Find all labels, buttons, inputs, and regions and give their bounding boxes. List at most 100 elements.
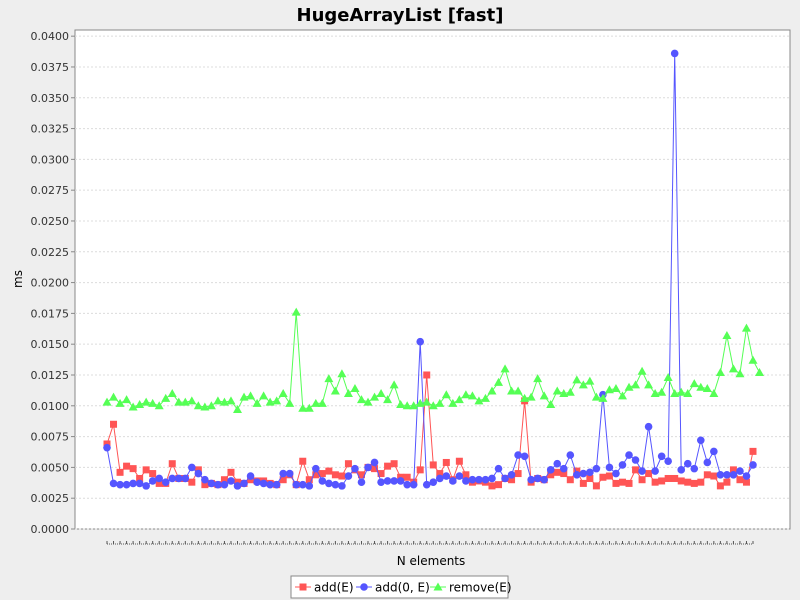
data-point: [317, 398, 327, 407]
data-point: [233, 404, 243, 413]
data-point: [188, 463, 196, 472]
data-point: [343, 388, 353, 397]
data-point: [298, 403, 308, 412]
data-point: [645, 470, 653, 478]
series-2: [102, 307, 765, 413]
y-tick-label: 0.0025: [31, 492, 70, 505]
data-point: [396, 477, 405, 485]
data-point: [677, 477, 685, 485]
data-point: [715, 368, 725, 377]
data-point: [749, 447, 757, 455]
data-point: [109, 479, 118, 488]
data-point: [624, 382, 634, 391]
data-point: [350, 384, 360, 393]
y-tick-label: 0.0300: [31, 153, 70, 166]
data-point: [651, 467, 659, 475]
data-point: [384, 462, 392, 470]
data-point: [591, 392, 601, 401]
data-point: [219, 397, 229, 406]
data-point: [566, 476, 574, 484]
data-point: [441, 390, 451, 399]
data-point: [363, 397, 373, 406]
legend-label: add(E): [314, 581, 354, 595]
data-point: [475, 475, 483, 484]
data-point: [259, 391, 269, 400]
data-point: [495, 481, 503, 489]
data-point: [657, 452, 666, 461]
data-point: [103, 443, 111, 452]
data-point: [520, 393, 530, 402]
data-point: [331, 471, 339, 479]
data-point: [377, 478, 385, 486]
y-tick-label: 0.0175: [31, 307, 70, 320]
data-point: [729, 470, 738, 479]
data-point: [325, 467, 333, 475]
data-point: [723, 470, 731, 479]
data-point: [330, 386, 340, 395]
data-point: [552, 386, 562, 395]
data-point: [632, 466, 640, 474]
data-point: [736, 467, 744, 475]
data-point: [454, 395, 464, 404]
data-point: [560, 470, 568, 478]
data-point: [539, 391, 549, 400]
data-point: [285, 398, 295, 407]
legend-item: add(E): [295, 581, 354, 595]
data-point: [572, 375, 582, 384]
data-point: [579, 479, 587, 487]
data-point: [599, 473, 607, 481]
data-point: [383, 477, 392, 485]
data-point: [586, 468, 594, 477]
data-point: [429, 478, 438, 486]
y-tick-label: 0.0050: [31, 461, 70, 474]
data-point: [161, 478, 170, 486]
data-point: [201, 475, 209, 484]
data-point: [351, 464, 359, 473]
data-point: [403, 473, 411, 481]
data-point: [618, 461, 627, 469]
data-point: [148, 398, 158, 407]
data-point: [338, 482, 346, 490]
data-point: [723, 478, 731, 486]
data-point: [625, 451, 633, 459]
data-point: [742, 478, 750, 486]
data-point: [318, 477, 327, 485]
y-tick-label: 0.0075: [31, 431, 70, 444]
data-point: [604, 385, 614, 394]
y-tick-label: 0.0250: [31, 215, 70, 228]
data-point: [338, 472, 346, 480]
data-point: [402, 401, 412, 410]
data-point: [396, 400, 406, 409]
data-point: [344, 460, 352, 468]
data-point: [252, 398, 262, 407]
y-tick-label: 0.0275: [31, 184, 70, 197]
data-point: [592, 464, 601, 473]
data-point: [514, 451, 522, 459]
data-point: [480, 393, 490, 402]
data-point: [487, 386, 497, 395]
data-point: [670, 388, 680, 397]
data-point: [442, 472, 451, 480]
legend-marker: [299, 583, 307, 591]
data-point: [266, 480, 274, 489]
data-point: [142, 482, 150, 490]
data-point: [566, 451, 575, 459]
data-point: [409, 401, 419, 410]
data-point: [709, 388, 719, 397]
data-point: [278, 388, 288, 397]
x-axis-label: N elements: [397, 554, 466, 568]
y-tick-label: 0.0350: [31, 92, 70, 105]
data-point: [598, 393, 608, 402]
data-point: [612, 469, 620, 478]
data-point: [755, 368, 765, 377]
data-point: [462, 471, 470, 479]
series-1: [103, 49, 757, 490]
data-point: [161, 393, 171, 402]
data-point: [265, 397, 275, 406]
data-point: [617, 391, 627, 400]
data-point: [109, 392, 119, 401]
data-point: [449, 477, 457, 485]
data-point: [448, 398, 458, 407]
data-point: [657, 387, 667, 396]
data-point: [684, 478, 692, 486]
